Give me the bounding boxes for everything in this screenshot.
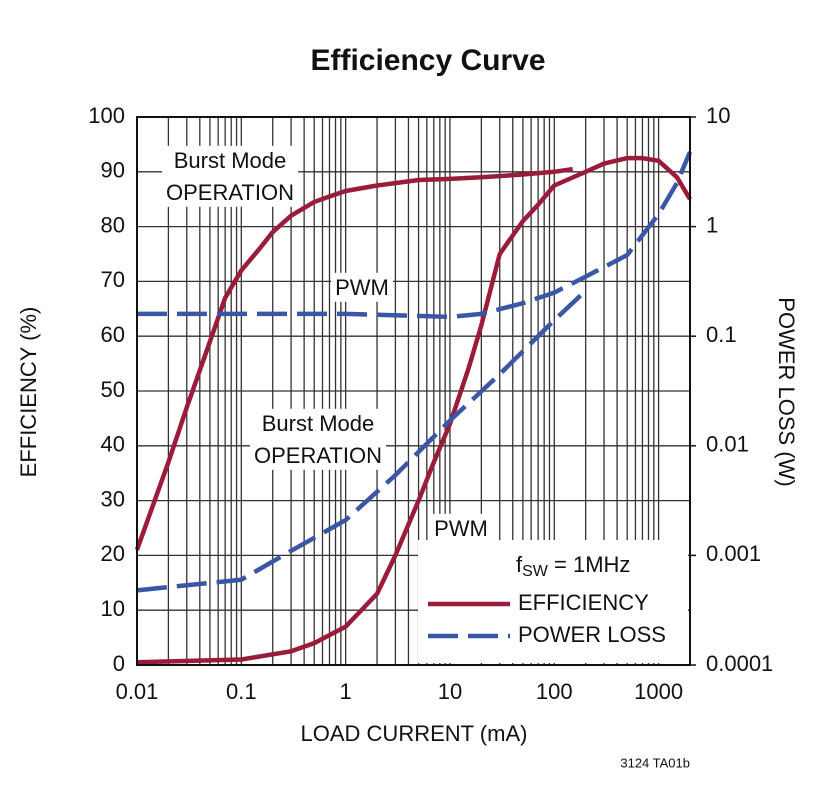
annotation-background	[162, 145, 298, 207]
x-axis-label: LOAD CURRENT (mA)	[301, 721, 528, 746]
series-line	[136, 289, 588, 593]
annotation: Burst Mode OPERATION	[250, 408, 386, 470]
x-tick-label: 0.01	[116, 679, 159, 704]
y2-tick-label: 0.0001	[706, 651, 773, 676]
legend-title-part: f	[516, 552, 523, 577]
legend-title: fSW = 1MHz	[516, 552, 630, 580]
y-tick-label: 30	[101, 486, 125, 511]
annotation-background	[250, 408, 386, 470]
y-tick-label: 90	[101, 158, 125, 183]
series-line	[137, 151, 693, 320]
x-tick-label: 10	[438, 679, 462, 704]
legend-label: EFFICIENCY	[518, 590, 649, 615]
legend-title-part: SW	[522, 563, 549, 580]
annotation-text: OPERATION	[254, 443, 382, 468]
legend-title-part: = 1MHz	[548, 552, 631, 577]
plot-frame	[136, 116, 691, 666]
annotation: PWM	[331, 272, 393, 302]
annotation-text: Burst Mode	[174, 148, 287, 173]
y2-tick-label: 0.01	[706, 432, 749, 457]
legend-background	[418, 540, 688, 663]
y-tick-label: 80	[101, 212, 125, 237]
y-tick-label: 0	[113, 651, 125, 676]
y2-tick-label: 0.1	[706, 322, 737, 347]
y-tick-label: 10	[101, 596, 125, 621]
y-tick-label: 50	[101, 377, 125, 402]
legend-label: POWER LOSS	[518, 622, 666, 647]
x-tick-label: 1000	[634, 679, 683, 704]
annotation-text: PWM	[434, 516, 488, 541]
footnote: 3124 TA01b	[620, 755, 690, 770]
series-line	[136, 155, 692, 665]
x-tick-label: 1	[340, 679, 352, 704]
annotation-text: Burst Mode	[262, 411, 375, 436]
y-tick-label: 60	[101, 322, 125, 347]
annotation-background	[430, 513, 492, 543]
annotation: Burst Mode OPERATION	[162, 145, 298, 207]
y-tick-label: 100	[88, 103, 125, 128]
y-tick-label: 40	[101, 432, 125, 457]
annotation-text: PWM	[335, 275, 389, 300]
annotation: PWM	[430, 513, 492, 543]
y-tick-label: 70	[101, 267, 125, 292]
series-line	[134, 166, 573, 551]
annotation-background	[331, 272, 393, 302]
annotation-text: OPERATION	[166, 180, 294, 205]
y-axis-label: EFFICIENCY (%)	[16, 307, 41, 478]
y2-tick-label: 1	[706, 212, 718, 237]
y-tick-label: 20	[101, 541, 125, 566]
legend: fSW = 1MHz EFFICIENCY POWER LOSS	[418, 540, 688, 663]
x-tick-label: 100	[536, 679, 573, 704]
chart-title: Efficiency Curve	[310, 44, 545, 77]
y2-tick-label: 0.001	[706, 541, 761, 566]
y2-axis-label: POWER LOSS (W)	[774, 297, 799, 486]
x-tick-label: 0.1	[226, 679, 257, 704]
y2-tick-label: 10	[706, 103, 730, 128]
